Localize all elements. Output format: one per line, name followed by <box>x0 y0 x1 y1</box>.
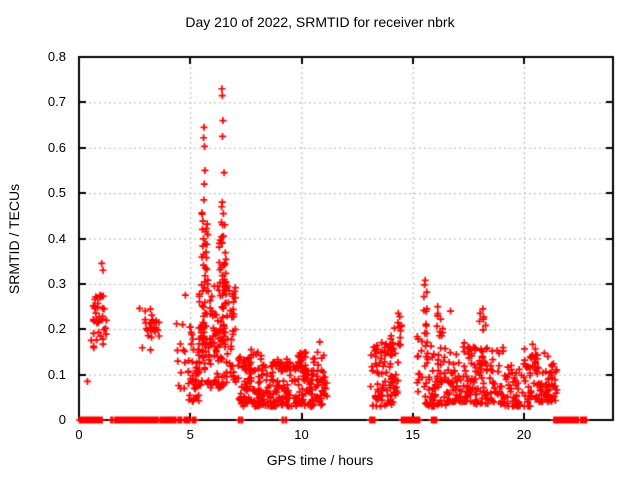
chart-title: Day 210 of 2022, SRMTID for receiver nbr… <box>185 14 455 30</box>
y-tick-label: 0.7 <box>47 94 66 110</box>
y-tick-label: 0.8 <box>47 49 66 64</box>
y-tick-label: 0.4 <box>47 230 66 246</box>
x-tick-label: 15 <box>405 427 420 442</box>
x-axis-label: GPS time / hours <box>266 452 374 468</box>
y-tick-label: 0.1 <box>47 366 66 382</box>
y-tick-label: 0 <box>58 412 66 427</box>
y-tick-label: 0.3 <box>47 275 66 291</box>
x-tick-label: 20 <box>516 427 532 442</box>
x-tick-label: 10 <box>294 427 309 442</box>
x-tick-label: 5 <box>186 427 194 442</box>
y-tick-label: 0.2 <box>47 321 66 337</box>
y-tick-label: 0.6 <box>47 139 66 155</box>
y-tick-label: 0.5 <box>47 185 66 201</box>
x-tick-label: 0 <box>75 427 83 442</box>
